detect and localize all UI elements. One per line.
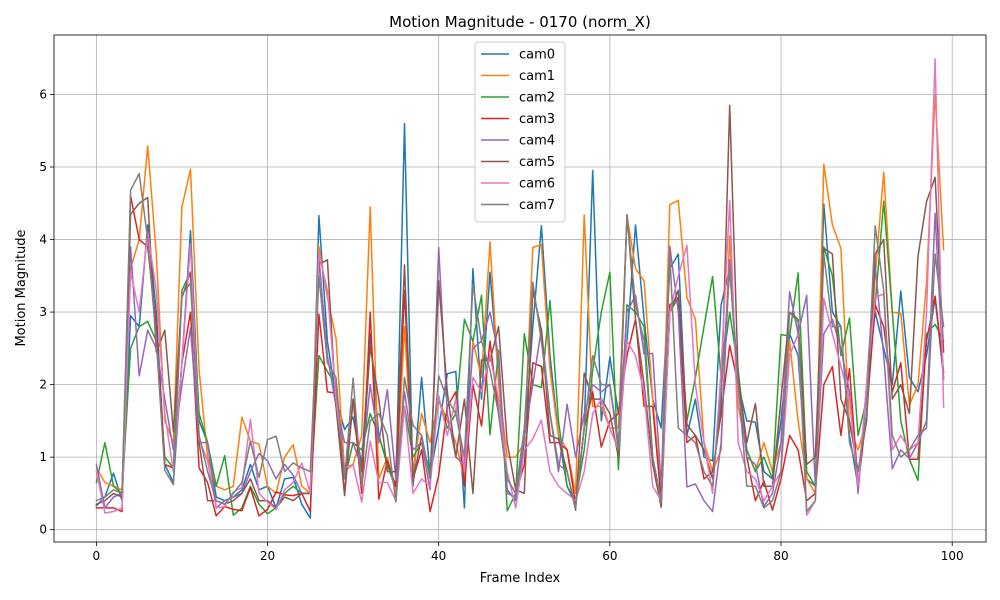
- series-line-cam7: [95, 172, 945, 513]
- y-axis-label: Motion Magnitude: [14, 229, 29, 346]
- y-tick-label: 4: [39, 233, 47, 247]
- legend-label-cam7: cam7: [519, 198, 555, 213]
- axis-ticks: 0 20 40 60 80 100 0 1 2 3 4 5 6: [39, 87, 963, 563]
- legend-label-cam0: cam0: [519, 48, 555, 63]
- x-tick-label: 40: [431, 549, 446, 563]
- series-lines: [95, 58, 945, 519]
- chart-title: Motion Magnitude - 0170 (norm_X): [389, 13, 651, 32]
- legend-label-cam1: cam1: [519, 69, 555, 84]
- x-axis-label: Frame Index: [480, 571, 561, 586]
- y-tick-label: 1: [39, 450, 47, 464]
- x-tick-label: 20: [260, 549, 275, 563]
- series-line-cam1: [95, 93, 945, 495]
- legend-box: [474, 41, 566, 223]
- x-tick-label: 100: [941, 549, 964, 563]
- legend-label-cam5: cam5: [519, 155, 555, 170]
- y-tick-label: 2: [39, 378, 47, 392]
- legend-label-cam4: cam4: [519, 134, 555, 149]
- x-tick-label: 80: [773, 549, 788, 563]
- y-tick-label: 3: [39, 305, 47, 319]
- y-tick-label: 0: [39, 523, 47, 537]
- legend-label-cam2: cam2: [519, 91, 555, 106]
- series-line-cam2: [95, 200, 945, 516]
- x-tick-label: 60: [602, 549, 617, 563]
- y-tick-label: 5: [39, 160, 47, 174]
- axes-frame: [53, 34, 987, 543]
- legend: cam0 cam1 cam2 cam3 cam4 cam5 cam6 cam7: [474, 41, 566, 223]
- x-tick-label: 0: [93, 549, 101, 563]
- legend-label-cam3: cam3: [519, 112, 555, 127]
- legend-label-cam6: cam6: [519, 177, 555, 192]
- series-line-cam5: [95, 104, 945, 511]
- y-tick-label: 6: [39, 87, 47, 101]
